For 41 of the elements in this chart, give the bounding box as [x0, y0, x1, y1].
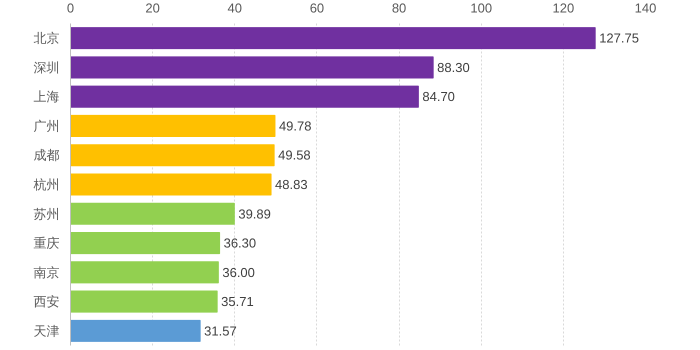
bar — [70, 202, 235, 225]
y-tick-label: 成都 — [34, 148, 60, 163]
data-label: 49.78 — [278, 118, 312, 134]
y-tick-label: 西安 — [34, 294, 60, 310]
data-label: 48.83 — [275, 177, 308, 192]
x-tick-label: 100 — [470, 0, 492, 16]
y-tick-label: 杭州 — [32, 177, 60, 192]
bar — [70, 56, 434, 78]
x-tick-label: 60 — [310, 0, 324, 16]
x-tick-label: 80 — [392, 0, 406, 16]
x-tick-label: 0 — [66, 0, 74, 16]
data-label: 35.71 — [221, 294, 254, 310]
y-tick-label: 深圳 — [34, 60, 60, 75]
data-label: 84.70 — [422, 89, 455, 104]
bar — [70, 232, 220, 254]
bar — [70, 320, 201, 342]
bar — [70, 261, 219, 284]
bar — [70, 173, 272, 196]
bar — [70, 290, 218, 313]
x-tick-label: 120 — [552, 0, 574, 16]
bar — [70, 27, 596, 50]
y-tick-label: 广州 — [34, 118, 60, 134]
y-tick-label: 南京 — [34, 264, 60, 280]
y-tick-label: 北京 — [34, 30, 60, 46]
y-tick-label: 重庆 — [34, 236, 60, 251]
data-label: 88.30 — [437, 60, 470, 75]
bar — [70, 144, 275, 166]
data-label: 127.75 — [599, 30, 639, 46]
y-tick-label: 天津 — [34, 323, 60, 338]
x-tick-label: 140 — [634, 0, 656, 16]
y-tick-label: 上海 — [34, 89, 60, 104]
data-label: 49.58 — [278, 148, 311, 163]
y-tick-label: 苏州 — [34, 206, 60, 222]
bar — [70, 86, 419, 108]
bar — [70, 114, 276, 137]
data-label: 39.89 — [238, 206, 271, 222]
x-tick-label: 40 — [228, 0, 242, 16]
data-label: 36.00 — [222, 264, 255, 280]
x-tick-label: 20 — [145, 0, 160, 16]
data-label: 31.57 — [204, 323, 237, 338]
data-label: 36.30 — [224, 236, 256, 251]
